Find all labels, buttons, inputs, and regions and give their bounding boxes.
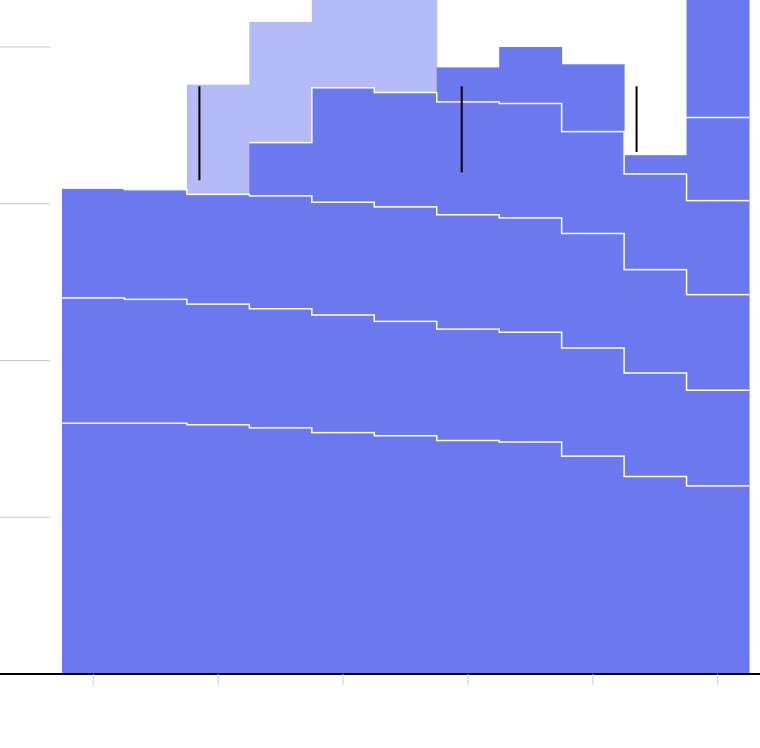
area-fill-segment xyxy=(561,131,625,675)
y-axis-ticks xyxy=(0,46,50,518)
layer-divider xyxy=(62,187,749,296)
area-fill-segment xyxy=(311,87,375,675)
top-area-segment xyxy=(436,67,500,102)
area-fill-segment xyxy=(624,173,688,674)
layer-divider xyxy=(249,87,749,202)
top-area-segment xyxy=(499,47,563,104)
layer-divider-lines xyxy=(62,87,749,487)
area-fill-segment xyxy=(124,189,188,674)
faded-area-segment xyxy=(249,21,313,143)
faded-area-segment xyxy=(374,0,438,93)
area-fill-segment xyxy=(436,101,500,674)
layer-divider xyxy=(62,422,749,487)
faded-area-segment xyxy=(311,0,375,88)
x-axis-ticks xyxy=(92,674,719,685)
area-fill-segment xyxy=(374,92,438,675)
area-fill-segment xyxy=(686,0,750,674)
error-bars xyxy=(198,86,638,181)
area-fill-segment xyxy=(499,103,563,674)
layer-divider xyxy=(62,297,749,392)
area-fills xyxy=(62,0,750,675)
area-fill-segment xyxy=(186,194,250,674)
top-area-segment xyxy=(624,155,688,174)
area-fill-segment xyxy=(249,142,313,674)
faded-area-segment xyxy=(186,84,250,195)
area-fill-segment xyxy=(62,188,125,674)
top-area-segment xyxy=(561,64,625,132)
